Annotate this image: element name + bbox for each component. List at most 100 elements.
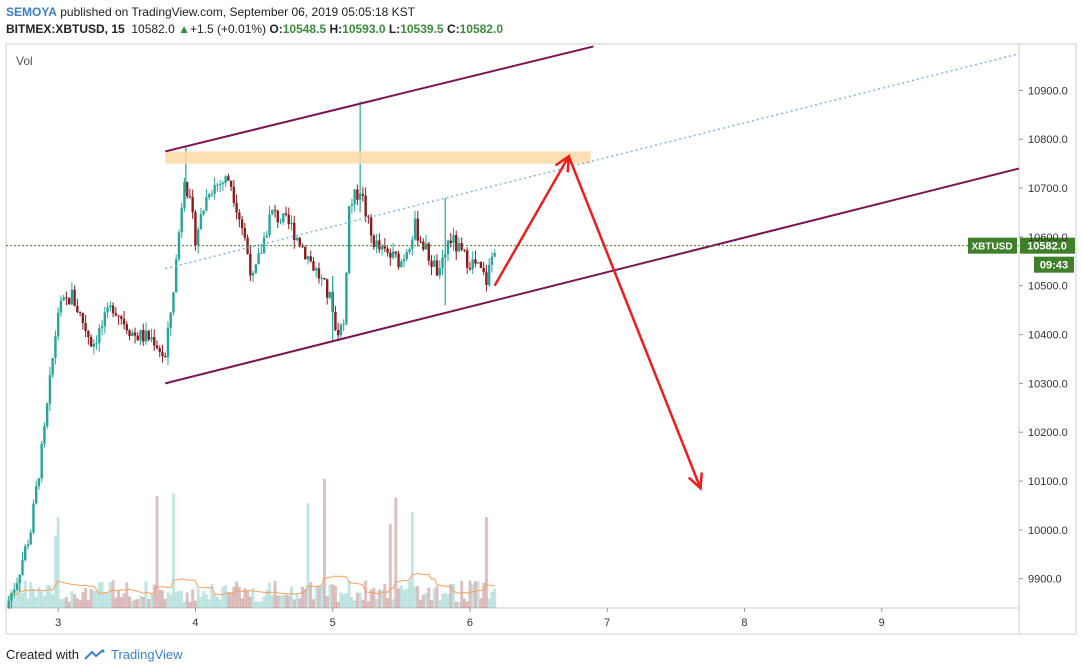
candle-body — [164, 356, 167, 358]
candle-body — [7, 600, 10, 608]
volume-ma-line — [8, 572, 495, 597]
author-name[interactable]: SEMOYA — [6, 5, 57, 19]
candle-body — [21, 560, 24, 575]
volume-bar — [287, 595, 291, 608]
volume-bar — [48, 585, 52, 608]
volume-bar — [155, 495, 159, 608]
tradingview-brand[interactable]: TradingView — [110, 647, 183, 662]
high-label: H: — [329, 22, 343, 36]
candle-body — [433, 260, 436, 267]
candle-body — [153, 337, 156, 346]
channel-upper-line — [164, 45, 594, 153]
volume-bar — [427, 587, 431, 608]
candle-body — [100, 326, 104, 329]
volume-bar — [358, 592, 362, 608]
open-label: O: — [269, 22, 283, 36]
volume-bar — [333, 585, 337, 608]
volume-bar — [213, 594, 217, 608]
volume-bar — [435, 585, 439, 608]
publish-info: published on TradingView.com, September … — [60, 5, 415, 19]
drawings — [6, 45, 1020, 492]
volume-bar — [468, 580, 472, 608]
candle-body — [312, 261, 315, 271]
volume-bar — [111, 580, 115, 608]
volume-bar — [432, 588, 436, 608]
volume-bar — [397, 588, 401, 608]
candles — [7, 101, 496, 610]
candle-body — [287, 214, 290, 225]
volume-bar — [215, 596, 219, 608]
candle-body — [460, 243, 463, 250]
volume-bar — [221, 586, 225, 608]
publish-line: SEMOYA published on TradingView.com, Sep… — [6, 5, 415, 19]
x-tick-label: 3 — [55, 617, 61, 629]
candle-body — [106, 307, 109, 313]
candle-body — [133, 332, 137, 336]
candle-body — [34, 486, 38, 504]
candle-body — [109, 305, 112, 308]
volume-bar — [119, 596, 123, 608]
volume-bar — [290, 586, 294, 608]
volume-bar — [440, 593, 444, 608]
volume-bar — [53, 535, 57, 608]
volume-bar — [311, 599, 315, 608]
candle-body — [342, 323, 345, 325]
candle-body — [367, 216, 370, 218]
symbol-line: BITMEX:XBTUSD, 15 10582.0 ▲+1.5 (+0.01%)… — [6, 22, 503, 36]
candle-body — [284, 213, 288, 215]
candle-body — [402, 259, 406, 262]
candle-body — [147, 330, 150, 340]
volume-bar — [383, 583, 387, 608]
volume-bar — [136, 599, 140, 608]
volume-bar — [158, 589, 162, 608]
candle-body — [84, 323, 87, 331]
volume-bar — [185, 592, 189, 608]
channel-mid-line — [165, 53, 1020, 270]
candle-body — [199, 214, 203, 230]
price-badge — [1020, 237, 1075, 254]
volume-bar — [130, 600, 134, 608]
volume-bar — [325, 595, 329, 608]
volume-bar — [147, 599, 151, 608]
volume-bar — [460, 580, 464, 608]
volume-bar — [438, 600, 442, 608]
candle-body — [169, 312, 172, 328]
volume-bar — [59, 599, 63, 608]
volume-bar — [355, 592, 359, 608]
volume-bar — [314, 586, 318, 608]
candle-body — [103, 312, 107, 327]
volume-bar — [240, 598, 244, 608]
volume-label: Vol — [16, 54, 33, 68]
volume-bar — [108, 582, 112, 608]
candle-body — [254, 264, 258, 273]
candle-body — [424, 243, 428, 250]
resistance-zone — [165, 151, 591, 164]
volume-bar — [160, 590, 164, 608]
volume-bar — [86, 600, 90, 608]
projection-arrow-line — [567, 155, 702, 489]
y-tick-label: 10700.0 — [1028, 183, 1068, 195]
candle-body — [15, 583, 19, 590]
volume-bar — [243, 588, 247, 608]
candle-body — [89, 337, 93, 347]
candle-body — [386, 248, 389, 253]
candle-body — [397, 253, 400, 268]
volume-bar — [229, 592, 233, 608]
volume-bar — [144, 581, 148, 608]
volume-bar — [51, 594, 55, 608]
candle-body — [328, 292, 332, 298]
volume-bar — [248, 596, 252, 608]
y-tick-label: 10900.0 — [1028, 85, 1068, 97]
candle-body — [142, 330, 145, 342]
volume-bar — [490, 591, 494, 608]
volume-bar — [218, 599, 222, 608]
volume-bar — [328, 584, 332, 608]
candle-body — [40, 443, 43, 479]
price-chart[interactable]: Vol XBTUSD 10582.0 09:43 10900.0 10800.0 1070… — [0, 0, 1082, 640]
volume-bar — [166, 592, 170, 608]
candle-body — [194, 212, 197, 246]
volume-bar — [12, 600, 16, 608]
candle-body — [416, 218, 419, 241]
volume-bar — [493, 589, 497, 608]
candle-body — [218, 184, 222, 186]
